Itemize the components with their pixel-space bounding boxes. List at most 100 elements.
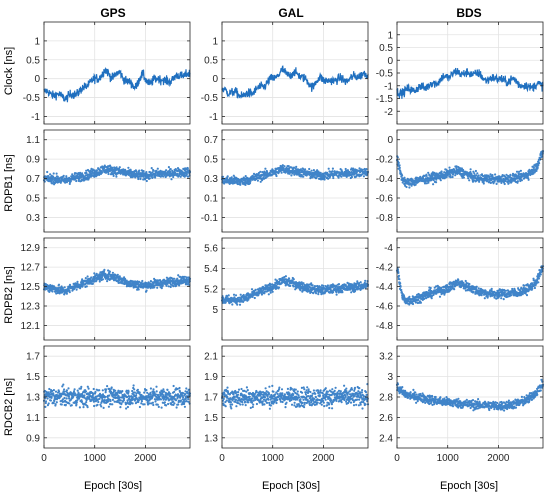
y-tick-label: 1.3 [26, 393, 40, 404]
x-tick-label: 0 [394, 453, 400, 464]
y-tick-label: -0.6 [376, 194, 394, 205]
data-series [396, 67, 544, 99]
y-tick-label: -1 [31, 112, 40, 123]
column-title-gal: GAL [278, 6, 303, 20]
y-tick-label: 1.5 [26, 372, 40, 383]
panel-bds-2: -0.8 -0.6 -0.4 -0.2 0 [376, 129, 545, 233]
axes-box [221, 21, 369, 125]
panel-gal-3: 5 5.2 5.4 5.6 [204, 237, 370, 341]
x-tick-label: 0 [41, 453, 47, 464]
y-tick-label: 0 [387, 56, 393, 67]
panel-bds-3: -4.8 -4.6 -4.4 -4.2 -4 [376, 237, 545, 341]
x-label-bds: Epoch [30s] [440, 480, 498, 492]
y-tick-label: 12.7 [21, 263, 41, 274]
row-label-clock: Clock [ns] [3, 47, 15, 95]
y-tick-label: 1.1 [26, 135, 40, 146]
column-title-bds: BDS [456, 6, 481, 20]
y-tick-label: 1 [387, 30, 393, 41]
y-tick-label: -1.5 [376, 94, 394, 105]
y-tick-label: -1 [384, 81, 393, 92]
axes-box [221, 129, 369, 233]
y-tick-label: 0.3 [26, 213, 40, 224]
row-label-rdpb1: RDPB1 [ns] [3, 154, 15, 211]
y-tick-label: 0 [212, 74, 218, 85]
y-tick-label: -0.1 [201, 213, 219, 224]
panel-bds-4: 2.4 2.6 2.8 3 3.2 0 1000 2000 [379, 345, 545, 464]
y-tick-label: -0.4 [376, 174, 394, 185]
y-tick-label: 5.4 [204, 264, 218, 275]
y-tick-label: 1 [34, 36, 40, 47]
y-tick-label: 0.7 [204, 135, 218, 146]
y-tick-label: 0.1 [204, 194, 218, 205]
data-series [221, 65, 369, 99]
data-series [43, 66, 191, 103]
y-tick-label: 0 [34, 74, 40, 85]
y-tick-label: 12.9 [21, 243, 41, 254]
y-tick-label: 12.5 [21, 282, 41, 293]
y-tick-label: -0.8 [376, 213, 394, 224]
axes-box [396, 129, 544, 233]
panel-bds-1: -2 -1.5 -1-0.5 0 0.5 1 [376, 21, 544, 125]
row-label-rdcb2: RDCB2 [ns] [3, 378, 15, 436]
axes-box [43, 237, 191, 341]
y-tick-label: 0.7 [26, 174, 40, 185]
x-tick-label: 1000 [84, 453, 107, 464]
panel-gps-2: 0.3 0.5 0.7 0.9 1.1 [26, 129, 192, 233]
y-tick-label: 1.3 [204, 433, 218, 444]
y-tick-label: -1 [209, 112, 218, 123]
y-tick-label: 5.2 [204, 285, 218, 296]
axes-box [43, 129, 191, 233]
y-tick-label: 0.5 [204, 155, 218, 166]
y-tick-label: -4.4 [376, 282, 394, 293]
y-tick-label: 0.9 [26, 155, 40, 166]
y-tick-label: 0.5 [379, 43, 393, 54]
y-tick-label: 1.7 [204, 393, 218, 404]
panel-gal-4: 1.3 1.5 1.7 1.9 2.1 0 1000 2000 [204, 345, 370, 464]
y-tick-label: -0.5 [201, 93, 219, 104]
y-tick-label: -4 [384, 243, 393, 254]
y-tick-label: -4.2 [376, 263, 394, 274]
axes-box [43, 21, 191, 125]
y-tick-label: 0 [387, 135, 393, 146]
column-title-gps: GPS [100, 6, 125, 20]
panels: -1-0.500.51-1-0.500.51-2-1.5-1-0.500.510… [21, 21, 545, 464]
y-tick-label: 1.9 [204, 372, 218, 383]
y-tick-label: -0.5 [376, 69, 394, 80]
y-tick-label: 5.6 [204, 244, 218, 255]
panel-gps-3: 12.1 12.3 12.5 12.7 12.9 [21, 237, 192, 341]
y-tick-label: -4.6 [376, 302, 394, 313]
y-tick-label: -0.5 [23, 93, 41, 104]
x-tick-label: 2000 [134, 453, 157, 464]
y-tick-label: 1.1 [26, 413, 40, 424]
y-tick-label: 2.4 [379, 433, 393, 444]
axes-box [396, 237, 544, 341]
y-tick-label: 12.1 [21, 321, 41, 332]
x-tick-label: 0 [219, 453, 225, 464]
y-tick-label: -2 [384, 107, 393, 118]
x-tick-label: 2000 [312, 453, 335, 464]
y-tick-label: 0.9 [26, 433, 40, 444]
panel-gal-1: -1 -0.5 0 0.5 1 [201, 21, 369, 125]
panel-gps-4: 0.9 1.1 1.3 1.5 1.7 0 1000 2000 [26, 345, 192, 464]
y-tick-label: 12.3 [21, 302, 41, 313]
y-tick-label: -0.2 [376, 155, 394, 166]
y-tick-label: 2.8 [379, 393, 393, 404]
y-tick-label: 1 [212, 36, 218, 47]
y-tick-label: 0.3 [204, 174, 218, 185]
x-tick-label: 1000 [262, 453, 285, 464]
y-tick-label: 0.5 [204, 55, 218, 66]
y-tick-label: 5 [212, 305, 218, 316]
y-tick-label: 1.5 [204, 413, 218, 424]
y-tick-label: 3 [387, 372, 393, 383]
x-tick-label: 1000 [437, 453, 460, 464]
y-tick-label: 2.6 [379, 413, 393, 424]
panel-gps-1: -1 -0.5 0 0.5 1 [23, 21, 191, 125]
x-label-gps: Epoch [30s] [84, 480, 142, 492]
row-label-rdpb2: RDPB2 [ns] [3, 266, 15, 323]
x-label-gal: Epoch [30s] [262, 480, 320, 492]
y-tick-label: 1.7 [26, 352, 40, 363]
panel-gal-2: -0.1 0.1 0.3 0.5 0.7 [201, 129, 370, 233]
y-tick-label: -4.8 [376, 321, 394, 332]
x-tick-label: 2000 [487, 453, 510, 464]
